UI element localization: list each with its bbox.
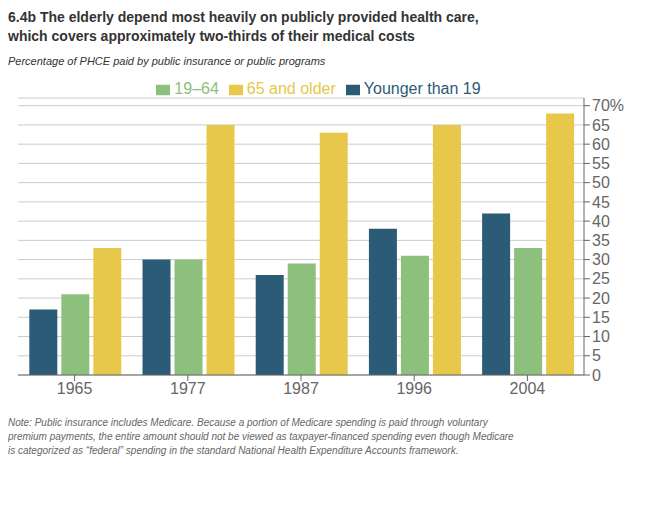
html-text:Percentage of PHCE paid by pub: Percentage of PHCE paid by public insura… <box>8 55 326 67</box>
html-text:6.4b The elderly depend most h: 6.4b The elderly depend most heavily on … <box>8 9 479 25</box>
svg-text:2004: 2004 <box>510 380 546 397</box>
svg-text:60: 60 <box>592 136 610 153</box>
html-text:Note: Public insurance include: Note: Public insurance includes Medicare… <box>8 417 488 428</box>
html-text:65 and older: 65 and older <box>246 80 336 97</box>
svg-text:45: 45 <box>592 194 610 211</box>
html-text:is categorized as “federal” sp: is categorized as “federal” spending in … <box>8 445 459 456</box>
svg-text:5: 5 <box>592 347 601 364</box>
svg-text:30: 30 <box>592 251 610 268</box>
html-text:Younger than 19: Younger than 19 <box>363 80 481 97</box>
svg-text:70%: 70% <box>592 97 624 114</box>
svg-text:35: 35 <box>592 232 610 249</box>
svg-text:1965: 1965 <box>57 380 93 397</box>
svg-text:55: 55 <box>592 155 610 172</box>
svg-text:15: 15 <box>592 309 610 326</box>
svg-text:50: 50 <box>592 174 610 191</box>
html-text:which covers approximately two: which covers approximately two-thirds of… <box>8 28 415 44</box>
svg-text:1996: 1996 <box>396 380 432 397</box>
svg-text:1977: 1977 <box>170 380 206 397</box>
svg-text:65: 65 <box>592 117 610 134</box>
svg-text:20: 20 <box>592 290 610 307</box>
svg-text:25: 25 <box>592 270 610 287</box>
svg-text:40: 40 <box>592 213 610 230</box>
html-text:premium payments, the entire a: premium payments, the entire amount shou… <box>8 431 514 442</box>
svg-text:10: 10 <box>592 328 610 345</box>
html-text:19–64: 19–64 <box>174 80 219 97</box>
svg-text:0: 0 <box>592 367 601 384</box>
svg-text:1987: 1987 <box>283 380 319 397</box>
